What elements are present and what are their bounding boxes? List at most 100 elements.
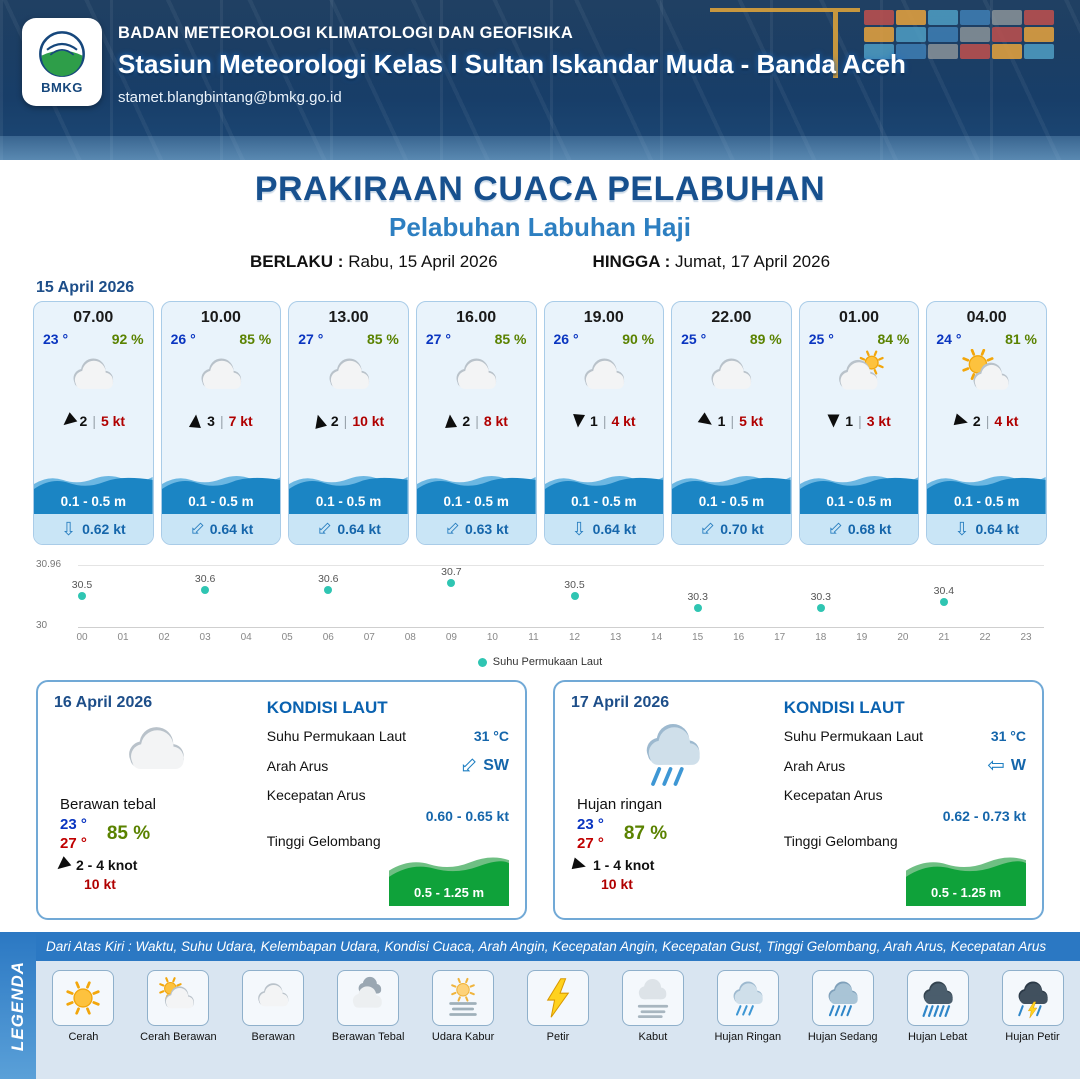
wave-height-value: 0.1 - 0.5 m (315, 494, 382, 509)
bmkg-logo: BMKG (22, 18, 102, 106)
legend-item-label: Cerah Berawan (140, 1031, 217, 1043)
sst-label: Suhu Permukaan Laut (783, 728, 924, 744)
humidity: 85 % (366, 331, 399, 347)
day-date: 16 April 2026 (54, 694, 153, 711)
y-axis-min: 30 (36, 620, 48, 631)
wave-height-band: 0.1 - 0.5 m (34, 468, 153, 514)
y-axis-max: 30.96 (36, 559, 62, 570)
wave-height-value: 0.1 - 0.5 m (954, 494, 1020, 509)
humidity: 85 % (239, 331, 272, 347)
page-title: PRAKIRAAN CUACA PELABUHAN (254, 170, 826, 208)
sst-chart: 30.96 30 00 01 02 03 04 05 06 07 08 09 10 11 12 13 14 15 1… (36, 553, 1044, 653)
current-direction-icon: ⇩ (60, 518, 77, 539)
day-temp-max: 27 ° (577, 835, 604, 852)
sea-conditions-heading: KONDISI LAUT (266, 698, 388, 717)
air-temperature: 24 ° (936, 331, 962, 347)
x-tick-label: 12 (568, 632, 581, 643)
wave-height-value: 0.1 - 0.5 m (443, 494, 509, 509)
wind-info: 1 | 4 kt (545, 409, 664, 433)
legend-item: Hujan Lebat (893, 970, 983, 1043)
forecast-card: 04.00 24 ° 81 % 2 | 4 kt 0.1 - 0.5 m ⇩ 0… (926, 301, 1047, 545)
divider: | (730, 413, 735, 429)
temp-humidity-row: 24 ° 81 % (927, 327, 1046, 347)
current-speed-band: ⇩ 0.64 kt (544, 514, 664, 544)
wave-height-value: 0.1 - 0.5 m (826, 494, 892, 509)
forecast-time: 04.00 (966, 309, 1007, 326)
current-speed-value: 0.64 kt (975, 521, 1020, 537)
air-temperature: 25 ° (681, 331, 707, 347)
x-tick-label: 01 (117, 632, 129, 643)
x-tick-label: 13 (610, 632, 622, 643)
current-speed-value: 0.68 kt (847, 521, 892, 537)
x-tick-label: 15 (692, 632, 704, 643)
legend-item-label: Petir (546, 1031, 570, 1043)
air-temperature: 25 ° (808, 331, 834, 347)
weather-icon (800, 347, 919, 409)
wind-speed: 10 kt (352, 413, 385, 429)
air-temperature: 27 ° (425, 331, 451, 347)
day-wind-range: 2 - 4 knot (76, 857, 138, 873)
x-tick-label: 14 (651, 632, 663, 643)
wind-direction-icon (571, 857, 588, 873)
air-temperature: 26 ° (553, 331, 579, 347)
current-direction-icon: ⇩ (311, 516, 337, 542)
current-direction-icon: ⇩ (954, 518, 970, 539)
wave-height-value: 0.5 - 1.25 m (930, 885, 1002, 900)
current-speed-value: 0.63 kt (464, 521, 509, 537)
clouds-icon (337, 970, 400, 1026)
divider: | (602, 413, 607, 429)
forecast-date: 15 April 2026 (36, 279, 135, 296)
temp-humidity-row: 27 ° 85 % (417, 327, 536, 347)
bolt-icon (526, 970, 589, 1026)
wave-height-label: Tinggi Gelombang (266, 833, 381, 849)
x-tick-label: 20 (897, 632, 909, 643)
wave-height-band: 0.1 - 0.5 m (161, 468, 281, 514)
temp-humidity-row: 26 ° 90 % (545, 327, 664, 347)
wind-speed: 3 kt (866, 413, 891, 429)
sst-data-point (78, 591, 86, 600)
cloud-icon (242, 970, 305, 1026)
legend-item-label: Hujan Ringan (714, 1031, 782, 1043)
forecast-card: 10.00 26 ° 85 % 3 | 7 kt 0.1 - 0.5 m ⇩ 0… (160, 301, 282, 545)
crane-illustration (710, 0, 860, 80)
forecast-time: 07.00 (73, 309, 114, 326)
wind-info: 1 | 3 kt (800, 409, 919, 433)
sst-data-label: 30.6 (318, 572, 339, 585)
sst-value: 31 °C (990, 728, 1026, 744)
forecast-card: 22.00 25 ° 89 % 1 | 5 kt 0.1 - 0.5 m ⇩ 0… (671, 301, 792, 545)
current-speed-band: ⇩ 0.68 kt (799, 514, 919, 544)
floor-illustration (0, 136, 1080, 160)
wave-height-band: 0.1 - 0.5 m (799, 468, 919, 514)
legend-item: Udara Kabur (418, 970, 508, 1043)
forecast-time: 01.00 (839, 309, 880, 326)
day-humidity: 85 % (106, 823, 151, 844)
sun-icon (52, 970, 115, 1026)
air-temperature: 27 ° (298, 331, 324, 347)
divider: | (343, 413, 348, 429)
legend-item: Kabut (608, 970, 698, 1043)
current-speed-value: 0.64 kt (337, 521, 381, 537)
current-speed-band: ⇩ 0.64 kt (289, 514, 408, 544)
sst-value: 31 °C (473, 728, 509, 744)
wind-direction-icon (571, 414, 586, 428)
sst-data-label: 30.4 (933, 584, 955, 597)
title-block: PRAKIRAAN CUACA PELABUHAN Pelabuhan Labu… (0, 160, 1080, 272)
day-weather-icon (571, 712, 776, 796)
humidity: 85 % (494, 331, 527, 347)
weather-icon (672, 347, 791, 409)
legend-footer: LEGENDA Dari Atas Kiri : Waktu, Suhu Uda… (0, 932, 1080, 1079)
weather-icon (34, 347, 153, 409)
current-direction-label: Arah Arus (266, 757, 329, 774)
day-temp-min: 23 ° (577, 816, 604, 833)
legend-item-label: Hujan Lebat (907, 1031, 968, 1043)
validity-period: BERLAKU : Rabu, 15 April 2026 HINGGA : J… (0, 252, 1080, 272)
humidity: 90 % (622, 331, 655, 347)
rain-thunder-icon (1001, 970, 1064, 1026)
x-tick-label: 11 (528, 632, 539, 643)
wind-speed: 8 kt (483, 413, 508, 429)
x-tick-label: 18 (815, 632, 827, 643)
sst-data-point (939, 598, 948, 606)
x-tick-label: 22 (979, 632, 991, 643)
wave-height-value: 0.1 - 0.5 m (698, 494, 765, 509)
legend-item: Hujan Sedang (798, 970, 888, 1043)
